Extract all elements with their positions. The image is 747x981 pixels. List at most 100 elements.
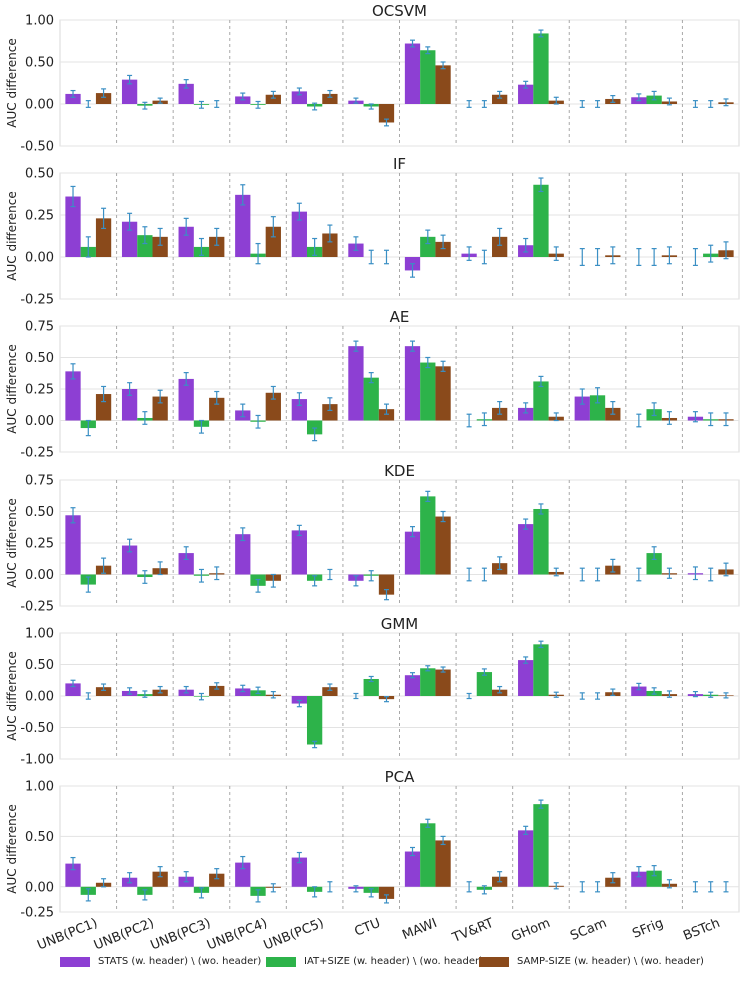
bar [348, 346, 364, 421]
bar [235, 688, 251, 696]
bar [65, 683, 81, 696]
bar [435, 840, 451, 887]
bar [137, 235, 153, 257]
bar [404, 531, 421, 575]
bar [265, 94, 281, 104]
y-axis-label: AUC difference [5, 344, 19, 433]
y-tick-label: 0.50 [25, 830, 54, 845]
bar [435, 366, 451, 421]
x-tick-label: CTU [352, 916, 382, 940]
bar [65, 371, 81, 421]
legend: STATS (w. header) \ (wo. header) IAT+SIZ… [0, 956, 747, 978]
bar [404, 851, 421, 887]
bar [420, 823, 436, 887]
y-tick-label: 0.50 [25, 658, 54, 673]
bar [363, 377, 379, 421]
y-tick-label: 0.00 [25, 98, 54, 113]
y-axis-label: AUC difference [5, 191, 19, 280]
y-tick-label: 0.25 [25, 209, 54, 224]
chart-title: KDE [384, 462, 415, 480]
bar [265, 392, 281, 421]
bar [533, 381, 549, 421]
y-tick-label: -0.25 [20, 446, 54, 461]
bar [121, 545, 138, 575]
bar [265, 226, 281, 257]
y-tick-label: -0.50 [20, 721, 54, 736]
bar [435, 516, 451, 575]
bar [209, 685, 225, 696]
y-tick-label: 1.00 [25, 627, 54, 642]
y-axis-label: AUC difference [5, 804, 19, 893]
chart-panel-ae: -0.25 0.00 0.25 0.50 0.75 AE AUC difference [5, 308, 740, 461]
legend-item-iat-size: IAT+SIZE (w. header) \ (wo. header) [266, 956, 483, 967]
legend-swatch-samp-size [479, 956, 509, 967]
bar [646, 870, 662, 887]
chart-panel-kde: -0.25 0.00 0.25 0.50 0.75 KDE AUC difference [5, 462, 740, 615]
x-tick-label: SCam [568, 916, 609, 944]
bar [420, 362, 436, 421]
bar [95, 394, 112, 421]
chart-title: PCA [385, 768, 416, 786]
bar [435, 669, 451, 696]
bar [631, 686, 647, 696]
bar [533, 184, 549, 257]
bar [291, 211, 307, 257]
y-tick-label: -0.25 [20, 906, 54, 921]
bar [404, 346, 421, 421]
bar [533, 644, 549, 696]
y-tick-label: 0.50 [25, 56, 54, 71]
x-tick-label: UNB(PC5) [262, 916, 326, 954]
bar [95, 218, 112, 257]
chart-panel-gmm: -1.00 -0.50 0.00 0.50 1.00 GMM AUC difference [5, 615, 740, 768]
y-tick-label: 1.00 [25, 14, 54, 29]
legend-item-samp-size: SAMP-SIZE (w. header) \ (wo. header) [479, 956, 704, 967]
bar [178, 553, 194, 575]
bar [178, 226, 194, 257]
bar [518, 407, 534, 421]
y-tick-label: 0.50 [25, 167, 54, 182]
y-tick-label: 0.75 [25, 474, 54, 489]
x-tick-label: GHom [509, 916, 552, 945]
bar [235, 194, 251, 257]
bar [492, 236, 508, 257]
bar [533, 508, 549, 575]
bar [65, 196, 81, 257]
bar [152, 396, 168, 421]
bar [404, 43, 421, 104]
bar [121, 389, 138, 421]
bar [178, 83, 194, 104]
bar [378, 886, 395, 899]
y-axis-label: AUC difference [5, 38, 19, 127]
y-axis-label: AUC difference [5, 498, 19, 587]
y-tick-label: -0.50 [20, 140, 54, 155]
y-axis-label: AUC difference [5, 651, 19, 740]
y-tick-label: 0.50 [25, 505, 54, 520]
bar [533, 33, 549, 104]
y-tick-label: 0.25 [25, 537, 54, 552]
bar [95, 687, 112, 696]
legend-swatch-stats [60, 956, 90, 967]
bar [65, 515, 81, 575]
bar [235, 534, 251, 575]
bar [646, 553, 662, 575]
bar [476, 672, 493, 696]
y-tick-label: 0.00 [25, 690, 54, 705]
legend-label-stats: STATS (w. header) \ (wo. header) [98, 956, 262, 967]
chart-title: AE [390, 308, 410, 326]
bar [152, 236, 168, 257]
bar [209, 873, 225, 887]
chart-title: IF [393, 155, 406, 173]
bar [291, 399, 307, 421]
x-tick-label: UNB(PC1) [35, 916, 99, 954]
bar [209, 236, 225, 257]
legend-item-stats: STATS (w. header) \ (wo. header) [60, 956, 261, 967]
bar [404, 675, 421, 696]
bar [378, 409, 395, 421]
x-tick-label: BSTch [681, 916, 722, 944]
bar [420, 496, 436, 575]
bar [235, 862, 251, 887]
chart-title: OCSVM [372, 2, 427, 20]
x-tick-label: SFrig [630, 916, 665, 942]
y-tick-label: 0.50 [25, 351, 54, 366]
